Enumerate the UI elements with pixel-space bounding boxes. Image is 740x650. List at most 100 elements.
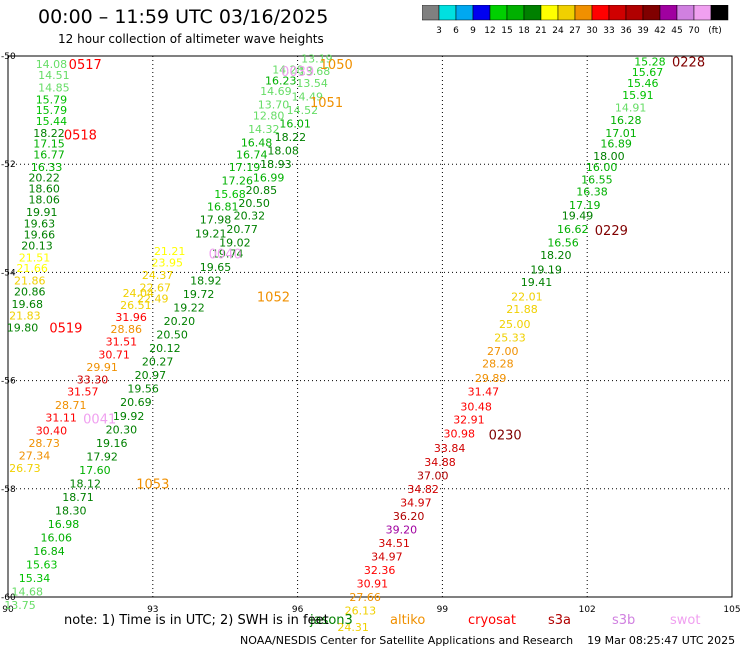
- wave-height-label: 34.82: [407, 483, 439, 496]
- wave-height-label: 14.32: [248, 123, 280, 136]
- wave-height-label: 26.13: [345, 605, 377, 618]
- wave-height-label: 21.88: [506, 303, 538, 316]
- wave-height-label: 25.33: [494, 331, 526, 344]
- wave-height-label: 29.89: [475, 372, 507, 385]
- wave-height-label: 18.22: [275, 131, 307, 144]
- latitude-tick-label: -52: [1, 160, 16, 170]
- wave-height-label: 34.51: [378, 537, 410, 550]
- wave-height-label: 39.20: [386, 523, 418, 536]
- wave-height-label: 14.49: [292, 91, 324, 104]
- pass-time-label: 1052: [257, 291, 290, 306]
- wave-height-label: 16.77: [33, 148, 65, 161]
- wave-height-label: 18.12: [69, 477, 101, 490]
- map-subtitle: 12 hour collection of altimeter wave hei…: [58, 32, 324, 46]
- wave-height-label: 14.85: [38, 81, 70, 94]
- wave-height-label: 17.19: [229, 161, 261, 174]
- pass-time-label: 0040: [209, 247, 242, 262]
- wave-height-label: 20.69: [120, 396, 152, 409]
- footer-note: note: 1) Time is in UTC; 2) SWH is in fe…: [64, 613, 329, 628]
- color-scale-label: 30: [586, 26, 598, 36]
- wave-height-label: 19.63: [24, 218, 56, 231]
- color-swatch: [710, 5, 729, 21]
- wave-height-label: 17.26: [222, 174, 254, 187]
- longitude-tick-label: 90: [2, 605, 14, 615]
- color-scale-label: 21: [535, 26, 546, 36]
- wave-height-label: 16.99: [253, 172, 285, 185]
- wave-height-label: 31.57: [67, 385, 99, 398]
- wave-height-label: 28.73: [28, 437, 60, 450]
- track-5: 13.1913.6813.5414.4914.5216.0118.2218.08…: [4, 53, 332, 612]
- wave-height-label: 17.15: [33, 138, 65, 151]
- wave-height-label: 16.38: [576, 185, 608, 198]
- wave-height-label: 16.81: [207, 200, 239, 213]
- wave-height-label: 14.68: [12, 586, 44, 599]
- longitude-tick-label: 96: [292, 605, 304, 615]
- wave-height-label: 27.34: [19, 449, 51, 462]
- wave-height-label: 18.20: [540, 249, 572, 262]
- color-scale-label: 6: [453, 26, 459, 36]
- map-title: 00:00 – 11:59 UTC 03/16/2025: [38, 6, 329, 28]
- wave-height-label: 15.68: [214, 188, 246, 201]
- wave-height-label: 32.91: [453, 414, 485, 427]
- pass-time-label: 1050: [320, 58, 353, 73]
- wave-height-label: 29.91: [86, 361, 118, 374]
- color-scale-label: 24: [552, 26, 564, 36]
- color-scale-label: 45: [671, 26, 682, 36]
- wave-height-label: 16.06: [41, 531, 73, 544]
- wave-height-label: 15.44: [36, 115, 68, 128]
- wave-height-label: 19.19: [530, 264, 562, 277]
- wave-height-label: 14.28: [272, 64, 304, 77]
- longitude-tick-label: 105: [723, 605, 740, 615]
- wave-height-label: 19.02: [219, 237, 251, 250]
- wave-height-label: 19.65: [200, 261, 232, 274]
- wave-height-label: 15.79: [36, 104, 68, 117]
- wave-height-label: 18.30: [55, 504, 87, 517]
- wave-height-label: 31.96: [115, 311, 147, 324]
- wave-height-label: 19.68: [12, 298, 44, 311]
- pass-time-label: 1051: [310, 96, 343, 111]
- wave-height-label: 18.92: [190, 275, 222, 288]
- wave-height-label: 37.00: [417, 469, 449, 482]
- wave-height-label: 17.60: [79, 464, 111, 477]
- wave-height-label: 19.56: [127, 383, 159, 396]
- track-6: 15.2815.6715.4615.9114.9116.2817.0116.89…: [337, 55, 665, 633]
- pass-time-label: 1053: [136, 477, 169, 492]
- longitude-tick-label: 93: [147, 605, 158, 615]
- wave-height-label: 30.98: [444, 428, 476, 441]
- color-scale-legend: 3 6 9 12 15 18 21 24 27 30 33 36 39 42 45 70 (ft): [422, 5, 729, 36]
- wave-height-label: 19.80: [7, 322, 39, 335]
- wave-height-label: 28.28: [482, 357, 514, 370]
- wave-height-label: 19.21: [195, 227, 227, 240]
- longitude-tick-label: 99: [437, 605, 449, 615]
- wave-height-label: 18.93: [260, 158, 292, 171]
- wave-height-label: 20.77: [226, 223, 258, 236]
- wave-height-label: 16.01: [279, 118, 311, 131]
- pass-time-label: 0519: [49, 322, 82, 337]
- wave-height-label: 30.48: [460, 401, 492, 414]
- wave-height-label: 30.71: [98, 349, 130, 362]
- color-scale-label: 33: [603, 26, 614, 36]
- color-scale-label: 18: [518, 26, 530, 36]
- wave-height-label: 16.48: [241, 137, 273, 150]
- wave-height-label: 28.86: [111, 323, 143, 336]
- wave-height-label: 13.75: [4, 599, 36, 612]
- wave-height-label: 13.70: [258, 99, 290, 112]
- wave-height-label: 20.27: [142, 356, 174, 369]
- wave-height-label: 14.51: [38, 69, 70, 82]
- wave-height-label: 19.92: [113, 410, 145, 423]
- wave-height-label: 27.00: [487, 345, 519, 358]
- wave-height-label: 27.66: [349, 591, 381, 604]
- wave-height-label: 18.60: [28, 183, 60, 196]
- color-scale-label: 3: [436, 26, 442, 36]
- wave-height-label: 18.06: [28, 193, 60, 206]
- wave-height-label: 24.04: [123, 287, 155, 300]
- wave-height-label: 30.40: [36, 424, 68, 437]
- wave-height-label: 17.98: [200, 213, 232, 226]
- wave-height-label: 16.56: [547, 237, 579, 250]
- wave-height-label: 16.84: [33, 545, 65, 558]
- wave-height-label: 25.00: [499, 318, 531, 331]
- wave-height-label: 16.28: [610, 114, 642, 127]
- wave-height-label: 13.54: [296, 77, 328, 90]
- wave-height-label: 19.91: [26, 206, 58, 219]
- wave-height-label: 17.19: [569, 199, 601, 212]
